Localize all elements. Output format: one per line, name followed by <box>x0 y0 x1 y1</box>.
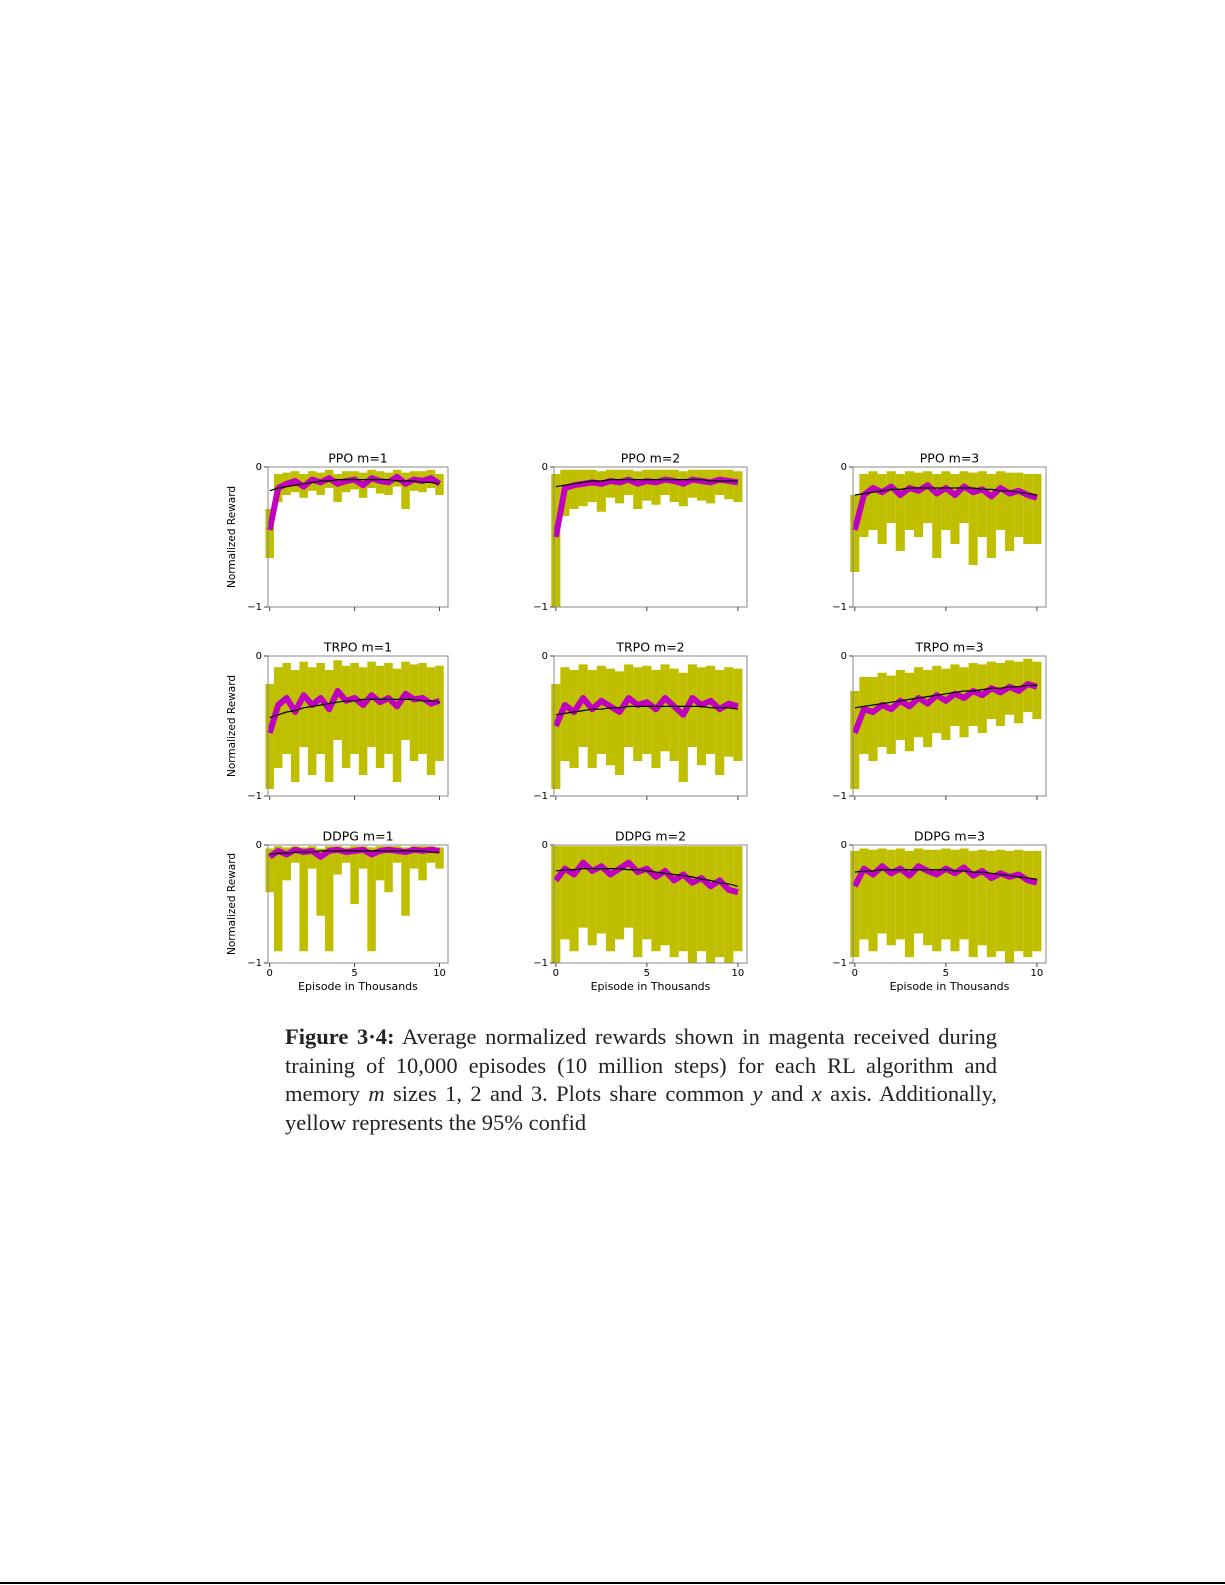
plot <box>265 660 444 789</box>
mean-line <box>266 688 441 734</box>
figure: −1 0 PPO m=1 Normalized Reward −1 0 PPO m=2 −1 0… <box>226 451 1047 993</box>
x-axis-label: Episode in Thousands <box>890 980 1010 993</box>
axes-frame <box>553 466 748 608</box>
y-tick-label: −1 <box>533 958 548 969</box>
y-axis-label: Normalized Reward <box>226 675 238 777</box>
chart-title: DDPG m=3 <box>914 829 985 844</box>
trend-line <box>269 850 440 856</box>
axes-frame <box>852 844 1047 964</box>
axes-frame <box>267 844 449 964</box>
x-axis-label: Episode in Thousands <box>298 980 418 993</box>
y-tick-label: −1 <box>247 791 262 802</box>
x-axis-label: Episode in Thousands <box>591 980 711 993</box>
x-tick-label: 0 <box>553 968 559 979</box>
mean-line <box>553 695 739 728</box>
y-tick-label: 0 <box>542 840 548 851</box>
plot <box>850 658 1042 789</box>
trend-line <box>269 698 440 719</box>
mean-line <box>553 859 739 896</box>
y-tick-label: 0 <box>542 462 548 473</box>
y-tick-label: −1 <box>247 602 262 613</box>
caption: Figure 3·4: Average normalized rewards s… <box>285 1023 997 1137</box>
axes-frame <box>553 844 748 964</box>
caption-text: axis. Additionally, yellow represents th… <box>285 1081 997 1135</box>
trend-line <box>555 867 739 887</box>
caption-text: Average normalized rewards shown in mage… <box>285 1024 997 1107</box>
plot <box>850 848 1042 963</box>
trend-line <box>555 479 738 488</box>
axes-frame <box>852 466 1047 608</box>
x-tick-label: 5 <box>943 968 949 979</box>
trend-line <box>555 705 738 716</box>
plot <box>265 469 444 558</box>
caption-text: and <box>762 1081 812 1107</box>
axes-frame <box>553 655 748 797</box>
plot <box>265 846 444 952</box>
x-tick-label: 10 <box>1031 968 1044 979</box>
x-tick-label: 0 <box>267 968 273 979</box>
chart-title: DDPG m=2 <box>615 829 686 844</box>
mean-line <box>852 681 1038 735</box>
y-tick-label: 0 <box>542 651 548 662</box>
trend-line <box>854 684 1037 709</box>
plot <box>551 664 743 789</box>
axes-frame <box>267 466 449 608</box>
chart-title: TRPO m=3 <box>914 640 983 655</box>
chart-title: TRPO m=1 <box>323 640 392 655</box>
caption-math: y <box>752 1081 763 1107</box>
mean-line <box>552 476 739 538</box>
trend-line <box>854 487 1037 496</box>
caption-math: x <box>811 1081 822 1107</box>
chart-title: PPO m=2 <box>621 451 681 466</box>
plot <box>850 471 1042 572</box>
x-tick-label: 0 <box>852 968 858 979</box>
x-tick-label: 5 <box>644 968 650 979</box>
caption-math: m <box>368 1081 385 1107</box>
axes-frame <box>852 655 1047 797</box>
trend-line <box>269 479 440 492</box>
chart-title: PPO m=1 <box>328 451 388 466</box>
caption-text: sizes 1, 2 and 3. Plots share common <box>384 1081 753 1107</box>
y-tick-label: −1 <box>832 602 847 613</box>
plot <box>551 846 743 963</box>
x-tick-label: 10 <box>732 968 745 979</box>
y-tick-label: 0 <box>841 651 847 662</box>
y-tick-label: 0 <box>256 840 262 851</box>
y-tick-label: 0 <box>256 462 262 473</box>
y-tick-label: 0 <box>841 840 847 851</box>
axes-frame <box>267 655 449 797</box>
trend-line <box>854 869 1037 880</box>
x-tick-label: 5 <box>351 968 357 979</box>
caption-label: Figure 3·4: <box>285 1024 395 1049</box>
chart-title: PPO m=3 <box>920 451 980 466</box>
y-tick-label: −1 <box>247 958 262 969</box>
chart-title: DDPG m=1 <box>322 829 393 844</box>
page-rule <box>0 1582 1225 1584</box>
x-tick-label: 10 <box>433 968 446 979</box>
y-tick-label: 0 <box>841 462 847 473</box>
y-tick-label: −1 <box>832 958 847 969</box>
y-tick-label: −1 <box>533 791 548 802</box>
plot <box>551 469 743 607</box>
y-axis-label: Normalized Reward <box>226 853 238 955</box>
y-tick-label: −1 <box>832 791 847 802</box>
y-tick-label: 0 <box>256 651 262 662</box>
y-axis-label: Normalized Reward <box>226 486 238 588</box>
y-tick-label: −1 <box>533 602 548 613</box>
chart-title: TRPO m=2 <box>615 640 684 655</box>
